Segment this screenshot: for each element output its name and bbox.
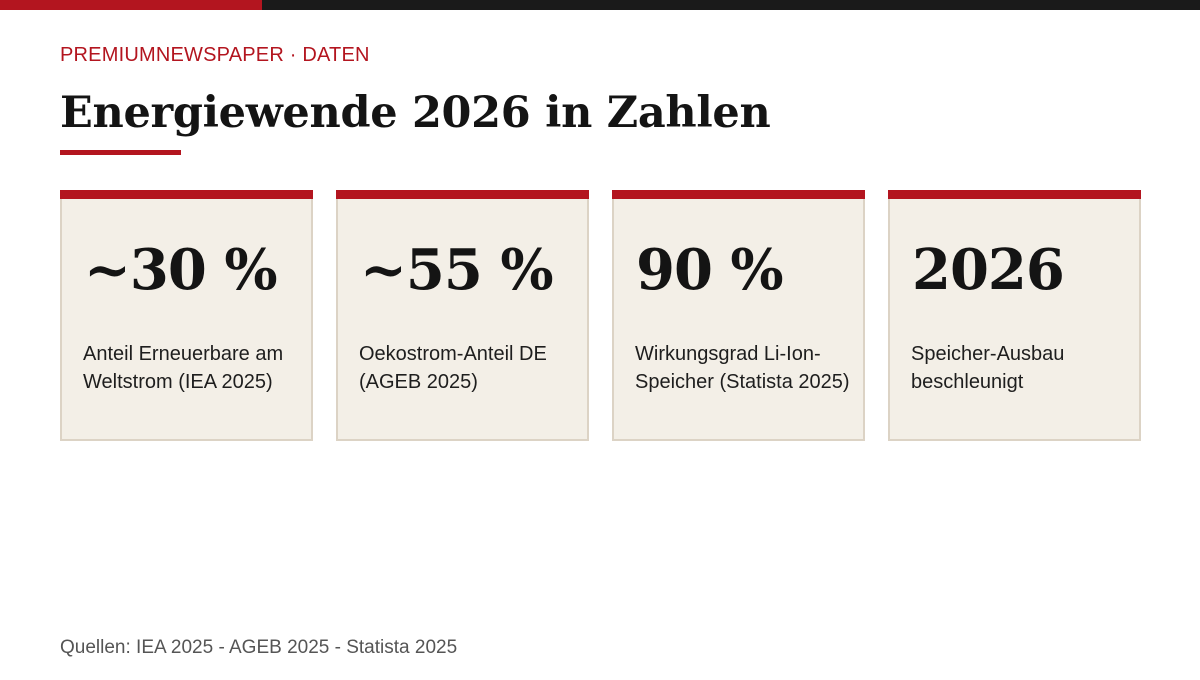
title-underline [60, 150, 181, 155]
stat-cards: ~30 % Anteil Erneuerbare am Weltstrom (I… [60, 190, 1141, 441]
stat-label: Wirkungsgrad Li-Ion-Speicher (Statista 2… [635, 343, 850, 393]
top-bar-accent [0, 0, 262, 10]
stat-label: Speicher-Ausbau beschleunigt [911, 343, 1065, 393]
card-accent-bar [336, 190, 589, 199]
page-title: Energiewende 2026 in Zahlen [60, 88, 771, 138]
stat-label: Anteil Erneuerbare am Weltstrom (IEA 202… [83, 343, 284, 393]
stat-card-4: 2026 Speicher-Ausbau beschleunigt [888, 190, 1141, 441]
stat-card-3: 90 % Wirkungsgrad Li-Ion-Speicher (Stati… [612, 190, 865, 441]
stat-label: Oekostrom-Anteil DE (AGEB 2025) [359, 343, 547, 393]
card-accent-bar [888, 190, 1141, 199]
stat-value: 2026 [912, 237, 1065, 303]
stat-card-2: ~55 % Oekostrom-Anteil DE (AGEB 2025) [336, 190, 589, 441]
top-bar [0, 0, 1200, 10]
stat-value: 90 % [636, 237, 784, 303]
stat-value: ~55 % [360, 237, 554, 303]
card-accent-bar [60, 190, 313, 199]
section-kicker: PREMIUMNEWSPAPER · DATEN [60, 44, 370, 66]
stat-card-1: ~30 % Anteil Erneuerbare am Weltstrom (I… [60, 190, 313, 441]
stat-value: ~30 % [84, 237, 278, 303]
card-accent-bar [612, 190, 865, 199]
source-note: Quellen: IEA 2025 - AGEB 2025 - Statista… [60, 637, 458, 658]
